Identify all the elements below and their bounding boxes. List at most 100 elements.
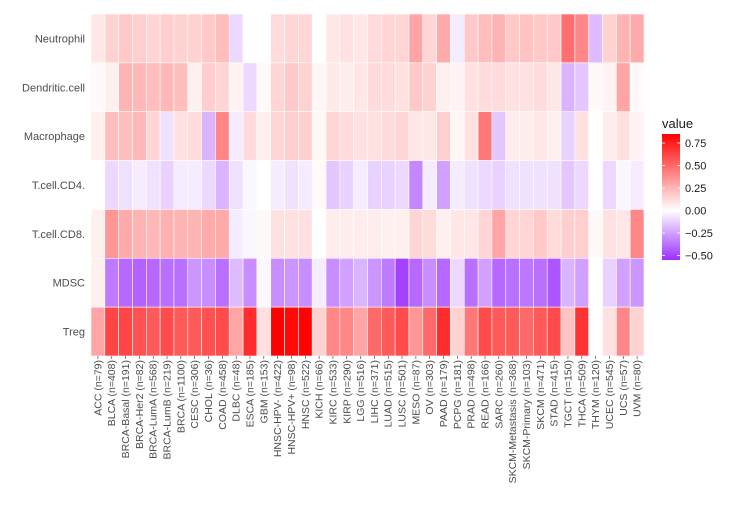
- heatmap-cell: [491, 62, 507, 113]
- heatmap-cell: [422, 257, 437, 308]
- heatmap-cell: [450, 62, 465, 113]
- heatmap-cell: [408, 306, 424, 357]
- heatmap-cell: [90, 209, 106, 259]
- column-label: SARC (n=260): [493, 360, 505, 429]
- heatmap-cell: [477, 13, 493, 64]
- heatmap-cell: [104, 160, 119, 210]
- column-label: BRCA-LumB (n=219): [162, 360, 174, 460]
- heatmap-cell: [381, 306, 396, 357]
- heatmap-cell: [629, 13, 645, 64]
- heatmap-cell: [201, 306, 216, 357]
- heatmap-cell: [325, 13, 341, 64]
- heatmap-cell: [284, 160, 299, 210]
- heatmap-cell: [560, 209, 576, 259]
- heatmap-cell: [394, 306, 410, 357]
- heatmap-cell: [533, 62, 548, 113]
- heatmap-cell: [339, 13, 354, 64]
- heatmap-cell: [270, 257, 285, 308]
- heatmap-cell: [311, 13, 327, 64]
- heatmap-cell: [270, 306, 285, 357]
- heatmap-cell: [201, 257, 216, 308]
- heatmap-cell: [477, 111, 493, 161]
- heatmap-cell: [159, 306, 175, 357]
- heatmap-cell: [422, 111, 437, 161]
- row-labels: Neutrophil Dendritic.cell Macrophage T.cell…: [22, 33, 85, 338]
- heatmap-cell: [394, 62, 410, 113]
- column-label: PRAD (n=498): [466, 360, 478, 429]
- column-label: LUSC (n=501): [397, 360, 409, 427]
- heatmap-cell: [242, 257, 258, 308]
- heatmap-cell: [284, 306, 299, 357]
- heatmap-cell: [616, 13, 631, 64]
- heatmap-cell: [215, 111, 230, 161]
- heatmap-cell: [546, 13, 562, 64]
- heatmap-cell: [367, 13, 382, 64]
- heatmap-cell: [602, 306, 617, 357]
- column-label: BLCA (n=408): [106, 360, 118, 426]
- legend-tick-label: −0.50: [685, 251, 713, 263]
- heatmap-cell: [339, 62, 354, 113]
- heatmap-cell: [533, 13, 548, 64]
- heatmap-cell: [505, 209, 520, 259]
- heatmap-cell: [256, 111, 272, 161]
- heatmap-cell: [159, 160, 175, 210]
- heatmap-cell: [215, 209, 230, 259]
- heatmap-cell: [256, 257, 272, 308]
- heatmap-cell: [104, 209, 119, 259]
- heatmap-cell: [588, 160, 603, 210]
- column-label: THYM (n=120): [590, 360, 602, 429]
- heatmap-cell: [284, 209, 299, 259]
- heatmap-cell: [450, 111, 465, 161]
- heatmap-cell: [146, 111, 161, 161]
- row-label: Dendritic.cell: [22, 82, 85, 94]
- heatmap-cell: [381, 111, 396, 161]
- heatmap-cell: [118, 13, 133, 64]
- column-label: HNSC-HPV- (n=422): [272, 360, 284, 457]
- column-label: SKCM-Metastasis (n=368): [507, 360, 519, 483]
- heatmap-cell: [118, 306, 133, 357]
- heatmap-cell: [159, 111, 175, 161]
- heatmap-cell: [588, 13, 603, 64]
- heatmap-cell: [256, 209, 272, 259]
- heatmap-cell: [256, 62, 272, 113]
- column-label: TGCT (n=150): [562, 360, 574, 428]
- heatmap-cell: [284, 257, 299, 308]
- column-label: KIRC (n=533): [327, 360, 339, 425]
- heatmap-cell: [463, 62, 479, 113]
- heatmap-cell: [491, 160, 507, 210]
- heatmap-cell: [132, 160, 147, 210]
- heatmap-cell: [422, 13, 437, 64]
- heatmap-cell: [311, 306, 327, 357]
- heatmap-cell: [146, 209, 161, 259]
- heatmap-cell: [629, 62, 645, 113]
- heatmap-cell: [588, 209, 603, 259]
- heatmap-cell: [602, 160, 617, 210]
- heatmap-cell: [256, 13, 272, 64]
- column-label: BRCA-Basal (n=191): [120, 360, 132, 458]
- column-label: LIHC (n=371): [369, 360, 381, 423]
- heatmap-cell: [602, 13, 617, 64]
- legend-tick-label: −0.25: [685, 228, 713, 240]
- heatmap-cell: [173, 62, 189, 113]
- heatmap-cell: [629, 111, 645, 161]
- heatmap-cell: [187, 111, 202, 161]
- heatmap-cell: [325, 306, 341, 357]
- column-label: THCA (n=509): [576, 360, 588, 427]
- legend-title: value: [662, 116, 693, 131]
- row-label: T.cell.CD4.: [32, 180, 85, 192]
- column-label: STAD (n=415): [549, 360, 561, 427]
- heatmap-cell: [173, 111, 189, 161]
- heatmap-cell: [519, 306, 534, 357]
- heatmap-cell: [339, 257, 354, 308]
- heatmap-cell: [187, 257, 202, 308]
- heatmap-cell: [616, 306, 631, 357]
- heatmap-cell: [242, 62, 258, 113]
- heatmap-cell: [90, 160, 106, 210]
- heatmap-cell: [477, 62, 493, 113]
- heatmap-cell: [381, 257, 396, 308]
- heatmap-cell: [602, 209, 617, 259]
- legend-tick-label: 0.75: [685, 138, 706, 150]
- heatmap-cell: [242, 209, 258, 259]
- heatmap-cell: [533, 306, 548, 357]
- heatmap-cell: [104, 13, 119, 64]
